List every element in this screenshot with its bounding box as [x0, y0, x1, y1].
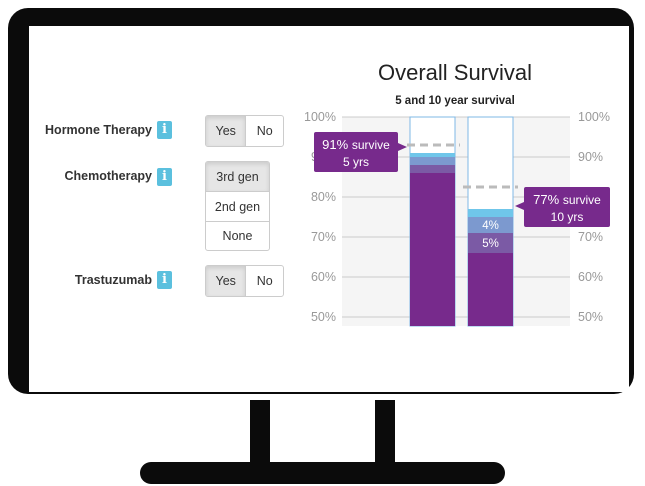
monitor-stand-left — [250, 400, 270, 470]
bar-segment — [468, 217, 513, 233]
hormone-therapy-no-button[interactable]: No — [245, 116, 283, 146]
hormone-therapy-yes-button[interactable]: Yes — [206, 116, 246, 146]
monitor-stand-right — [375, 400, 395, 470]
chemotherapy-info-icon[interactable]: i — [157, 168, 172, 186]
y-tick-label-left: 60% — [311, 270, 336, 284]
chemotherapy-3rd-gen-button[interactable]: 3rd gen — [206, 162, 269, 191]
y-tick-label-left: 70% — [311, 230, 336, 244]
y-tick-label-left: 80% — [311, 190, 336, 204]
bar-segment-label: 4% — [482, 220, 499, 232]
bar-segment — [410, 165, 455, 173]
bar-segment — [410, 173, 455, 326]
y-tick-label-right: 60% — [578, 270, 603, 284]
trastuzumab-yes-button[interactable]: Yes — [206, 266, 246, 296]
hormone-therapy-info-icon[interactable]: i — [157, 121, 172, 139]
chemotherapy-label: Chemotherapy — [64, 169, 152, 183]
trastuzumab-label: Trastuzumab — [74, 273, 152, 287]
y-tick-label-left: 50% — [311, 310, 336, 324]
y-tick-label-right: 50% — [578, 310, 603, 324]
bar-segment-label: 5% — [482, 238, 499, 250]
tooltip-10yr-sub: 10 yrs — [551, 210, 584, 224]
bar-segment — [468, 233, 513, 253]
y-tick-label-right: 100% — [578, 110, 610, 124]
chemotherapy-options: 3rd gen 2nd gen None — [205, 161, 270, 251]
survival-chart: 100%100%90%90%80%80%70%70%60%60%50%50%5%… — [304, 110, 610, 327]
tooltip-10yr-main: 77% survive — [533, 192, 601, 207]
tooltip-10yr — [524, 187, 610, 227]
tooltip-5yr-sub: 5 yrs — [343, 155, 369, 169]
trastuzumab-toggle: Yes No — [205, 265, 284, 297]
chemotherapy-2nd-gen-button[interactable]: 2nd gen — [206, 191, 269, 221]
y-tick-label-left: 100% — [304, 110, 336, 124]
chemotherapy-none-button[interactable]: None — [206, 221, 269, 250]
tooltip-10yr-arrow — [515, 202, 524, 210]
trastuzumab-no-button[interactable]: No — [245, 266, 283, 296]
bar-segment — [468, 253, 513, 326]
tooltip-5yr-main: 91% survive — [322, 137, 390, 152]
tooltip-5yr-arrow — [398, 143, 407, 151]
y-tick-label-right: 90% — [578, 150, 603, 164]
bar-segment — [410, 157, 455, 165]
hormone-therapy-toggle: Yes No — [205, 115, 284, 147]
hormone-therapy-label: Hormone Therapy — [45, 123, 152, 137]
monitor-base — [140, 462, 505, 484]
bar-segment — [468, 209, 513, 217]
chart-subtitle: 5 and 10 year survival — [395, 95, 515, 107]
y-tick-label-right: 70% — [578, 230, 603, 244]
bar-segment — [410, 153, 455, 157]
chart-title: Overall Survival — [377, 60, 533, 85]
tooltip-5yr — [314, 132, 398, 172]
trastuzumab-info-icon[interactable]: i — [157, 271, 172, 289]
